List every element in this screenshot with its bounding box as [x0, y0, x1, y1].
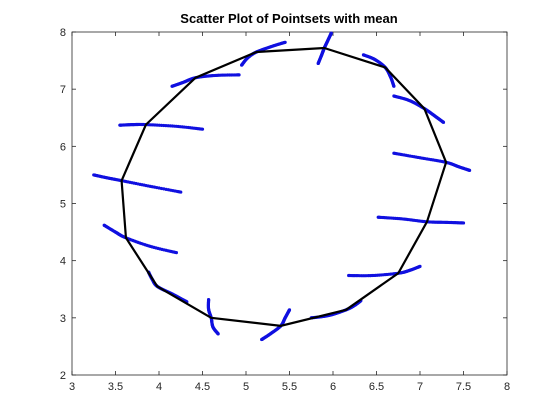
data-point: [159, 186, 164, 191]
x-tick-label: 6: [330, 381, 336, 393]
mean-polygon: [120, 46, 448, 327]
point-cluster: [316, 31, 333, 66]
data-point: [329, 31, 333, 35]
x-tick-label: 7.5: [456, 381, 471, 393]
x-tick-label: 6.5: [369, 381, 384, 393]
point-cluster: [361, 53, 396, 88]
data-point: [200, 127, 205, 131]
point-cluster: [376, 215, 466, 225]
mean-polygon-layer: [120, 46, 448, 327]
axes: [71, 31, 508, 376]
y-tick-label: 7: [60, 84, 66, 96]
x-tick-label: 4.5: [195, 381, 210, 393]
point-cluster: [118, 122, 205, 131]
data-point: [237, 73, 241, 77]
point-cluster: [92, 173, 183, 194]
data-point: [216, 332, 220, 336]
y-tick-label: 5: [60, 199, 66, 211]
point-cluster: [392, 151, 472, 172]
data-point: [461, 221, 466, 225]
point-cluster: [102, 223, 178, 255]
data-point: [287, 308, 292, 312]
x-tick-label: 3: [69, 381, 75, 393]
x-tick-label: 5: [243, 381, 249, 393]
x-tick-label: 3.5: [108, 381, 123, 393]
point-cluster: [347, 264, 422, 278]
y-tick-label: 3: [60, 313, 66, 325]
point-cluster: [146, 270, 189, 304]
point-cluster: [260, 308, 292, 342]
point-clusters: [92, 31, 472, 342]
data-point: [174, 251, 178, 255]
x-tick-label: 7: [417, 381, 423, 393]
y-tick-label: 6: [60, 141, 66, 153]
y-tick-label: 4: [60, 256, 66, 268]
point-cluster: [170, 73, 241, 88]
data-point: [467, 168, 472, 172]
x-tick-label: 5.5: [282, 381, 297, 393]
x-tick-label: 4: [156, 381, 162, 393]
y-tick-label: 2: [60, 370, 66, 382]
data-point: [179, 190, 183, 194]
data-point: [283, 40, 287, 44]
point-cluster: [392, 94, 446, 124]
x-tick-label: 8: [504, 381, 510, 393]
chart-title: Scatter Plot of Pointsets with mean: [180, 11, 397, 26]
y-tick-label: 8: [60, 27, 66, 39]
data-point: [418, 264, 422, 268]
data-point: [392, 84, 396, 88]
point-cluster: [240, 40, 287, 67]
data-point: [441, 120, 446, 124]
point-cluster: [206, 297, 220, 336]
